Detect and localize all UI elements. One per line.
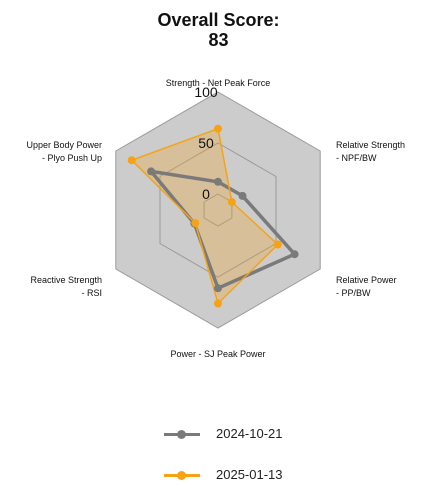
series-2-point-1 [214, 124, 222, 133]
series-2-point-4 [214, 299, 222, 308]
axis-label-5-line-1: Reactive Strength [30, 275, 102, 285]
tick-label-0: 0 [202, 186, 210, 202]
series-1-point-2 [238, 191, 247, 200]
series-1-point-6 [147, 167, 156, 176]
tick-label-50: 50 [198, 135, 214, 151]
axis-label-6-line-1: Upper Body Power [26, 140, 102, 150]
legend-label-1: 2024-10-21 [216, 426, 283, 441]
series-2-point-2 [227, 198, 236, 206]
series-1-point-1 [214, 177, 222, 186]
axis-label-3-line-2: - PP/BW [336, 288, 371, 298]
chart-title: Overall Score: 83 [0, 10, 437, 50]
legend-item-1[interactable]: 2024-10-21 [160, 424, 360, 444]
tick-label-100: 100 [194, 84, 218, 100]
axis-label-2-line-2: - NPF/BW [336, 153, 377, 163]
legend-label-2: 2025-01-13 [216, 467, 283, 482]
legend-swatch-2 [164, 471, 200, 480]
grid-ring-50 [159, 142, 277, 278]
legend-item-2[interactable]: 2025-01-13 [160, 465, 360, 485]
axis-label-1: Strength - Net Peak Force [166, 78, 271, 88]
series-1-point-3 [290, 250, 299, 259]
series-2-point-6 [127, 156, 136, 165]
series-2-point-5 [191, 219, 200, 228]
axis-label-6-line-2: - Plyo Push Up [42, 153, 102, 163]
axis-label-5-line-2: - RSI [81, 288, 102, 298]
title-line-1: Overall Score: [157, 10, 280, 30]
series-2-point-3 [273, 240, 282, 249]
legend-swatch-1 [164, 430, 200, 439]
radar-background [115, 91, 321, 329]
axis-label-2-line-1: Relative Strength [336, 140, 405, 150]
title-line-2: 83 [208, 30, 229, 50]
axis-label-4: Power - SJ Peak Power [170, 349, 265, 359]
axis-label-3-line-1: Relative Power [336, 275, 397, 285]
series-1-point-4 [214, 284, 222, 293]
